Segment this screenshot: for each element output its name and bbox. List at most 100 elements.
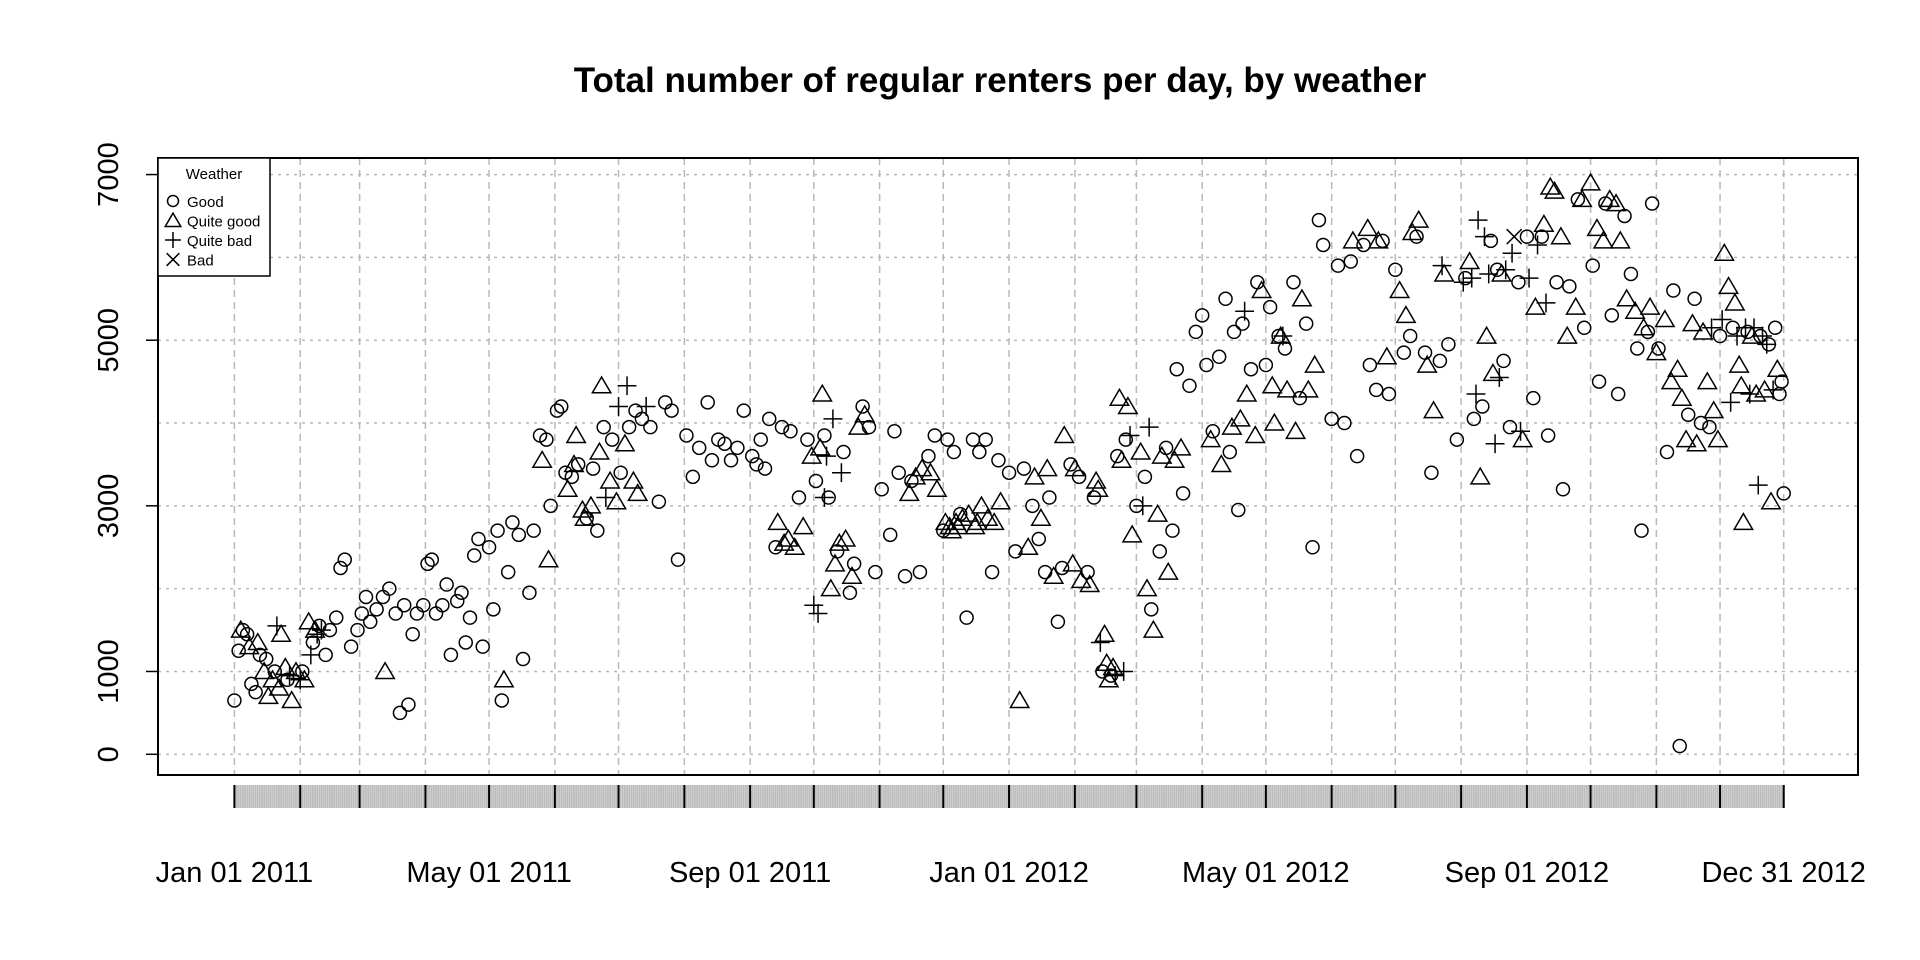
point-quite-good	[1696, 371, 1718, 390]
point-good	[375, 589, 391, 605]
point-quite-good	[1639, 296, 1661, 315]
point-quite-good	[977, 507, 999, 527]
point-quite-good	[1609, 230, 1631, 249]
point-quite-good	[1476, 325, 1498, 344]
point-good	[515, 651, 531, 667]
point-good	[679, 428, 694, 443]
point-good	[691, 440, 707, 456]
point-quite-good	[1624, 300, 1646, 319]
point-quite-good	[1121, 524, 1143, 543]
point-quite-bad	[1235, 301, 1255, 321]
point-quite-bad	[267, 616, 287, 636]
point-quite-good	[1389, 280, 1411, 299]
point-quite-good	[1490, 263, 1512, 282]
point-good	[1417, 345, 1433, 360]
point-quite-good	[920, 462, 942, 481]
point-quite-good	[1170, 437, 1192, 456]
point-good	[369, 602, 384, 617]
point-quite-good	[1667, 358, 1689, 377]
legend-items: Good Quite good Quite bad Bad	[163, 194, 260, 270]
point-good	[1137, 469, 1153, 485]
point-good	[1368, 382, 1384, 398]
point-quite-good	[1660, 371, 1682, 390]
point-quite-good	[820, 578, 842, 597]
point-quite-good	[1395, 305, 1417, 324]
point-quite-bad	[1536, 293, 1556, 313]
point-quite-good	[614, 433, 636, 452]
point-quite-good	[898, 483, 920, 502]
point-quite-good	[1416, 354, 1438, 373]
point-good	[329, 610, 344, 625]
point-quite-good	[1616, 288, 1638, 307]
point-good	[354, 606, 369, 621]
point-good	[539, 432, 554, 447]
point-good	[730, 440, 745, 456]
point-quite-good	[565, 425, 587, 444]
point-quite-good	[792, 516, 814, 535]
point-good	[358, 589, 374, 605]
point-good	[1475, 399, 1490, 414]
point-good	[1441, 337, 1456, 352]
point-quite-good	[1111, 450, 1133, 469]
point-good	[1424, 465, 1439, 480]
point-good	[1235, 316, 1250, 331]
point-good	[409, 606, 425, 621]
point-quite-bad	[1105, 666, 1125, 686]
point-quite-bad	[1462, 268, 1482, 288]
point-quite-good	[911, 458, 933, 477]
point-quite-good	[493, 669, 515, 688]
y-tick-label: 7000	[93, 142, 125, 207]
point-quite-good	[811, 383, 833, 402]
point-good	[1540, 428, 1556, 443]
point-quite-good	[1108, 387, 1130, 406]
point-good	[897, 568, 913, 584]
point-good	[1356, 237, 1371, 253]
point-quite-bad	[609, 397, 628, 416]
point-quite-good	[571, 499, 593, 518]
point-quite-good	[1741, 325, 1763, 344]
point-quite-good	[574, 507, 596, 527]
point-good	[1634, 523, 1649, 538]
point-good	[723, 453, 739, 468]
point-quite-good	[1342, 230, 1364, 249]
point-good	[1144, 602, 1159, 617]
point-good	[1570, 192, 1586, 207]
point-quite-good	[1291, 288, 1313, 307]
point-good	[946, 444, 962, 460]
point-good	[1511, 274, 1526, 290]
point-quite-good	[1732, 512, 1754, 531]
point-good	[462, 610, 478, 625]
legend: Weather Good Quite good Quite bad Bad	[157, 157, 271, 277]
point-quite-bad	[1721, 392, 1741, 412]
point-good	[1086, 490, 1102, 505]
point-good	[1025, 498, 1040, 514]
point-good	[1008, 544, 1023, 559]
point-quite-good	[767, 512, 789, 531]
point-good	[874, 482, 889, 497]
point-good	[887, 424, 902, 439]
point-quite-good	[557, 479, 579, 498]
y-tick-label: 1000	[93, 639, 125, 704]
point-quite-good	[1401, 222, 1423, 241]
point-good	[1687, 291, 1702, 307]
legend-marker-bad	[166, 252, 180, 267]
point-good	[590, 523, 605, 538]
point-good	[1169, 361, 1184, 377]
point-good	[1311, 212, 1327, 228]
point-quite-good	[1745, 383, 1767, 402]
point-good	[388, 606, 403, 621]
point-quite-good	[966, 512, 988, 531]
point-good	[1680, 407, 1696, 422]
point-good	[526, 523, 541, 538]
point-good	[1349, 448, 1365, 464]
point-quite-good	[1766, 358, 1788, 377]
point-quite-good	[605, 491, 627, 510]
y-tick-label: 3000	[93, 474, 125, 539]
point-good	[1585, 258, 1600, 273]
point-quite-good	[1408, 209, 1430, 228]
point-quite-bad	[804, 595, 824, 615]
point-good	[1071, 469, 1087, 485]
point-quite-good	[1423, 400, 1445, 419]
point-good	[1466, 411, 1482, 427]
